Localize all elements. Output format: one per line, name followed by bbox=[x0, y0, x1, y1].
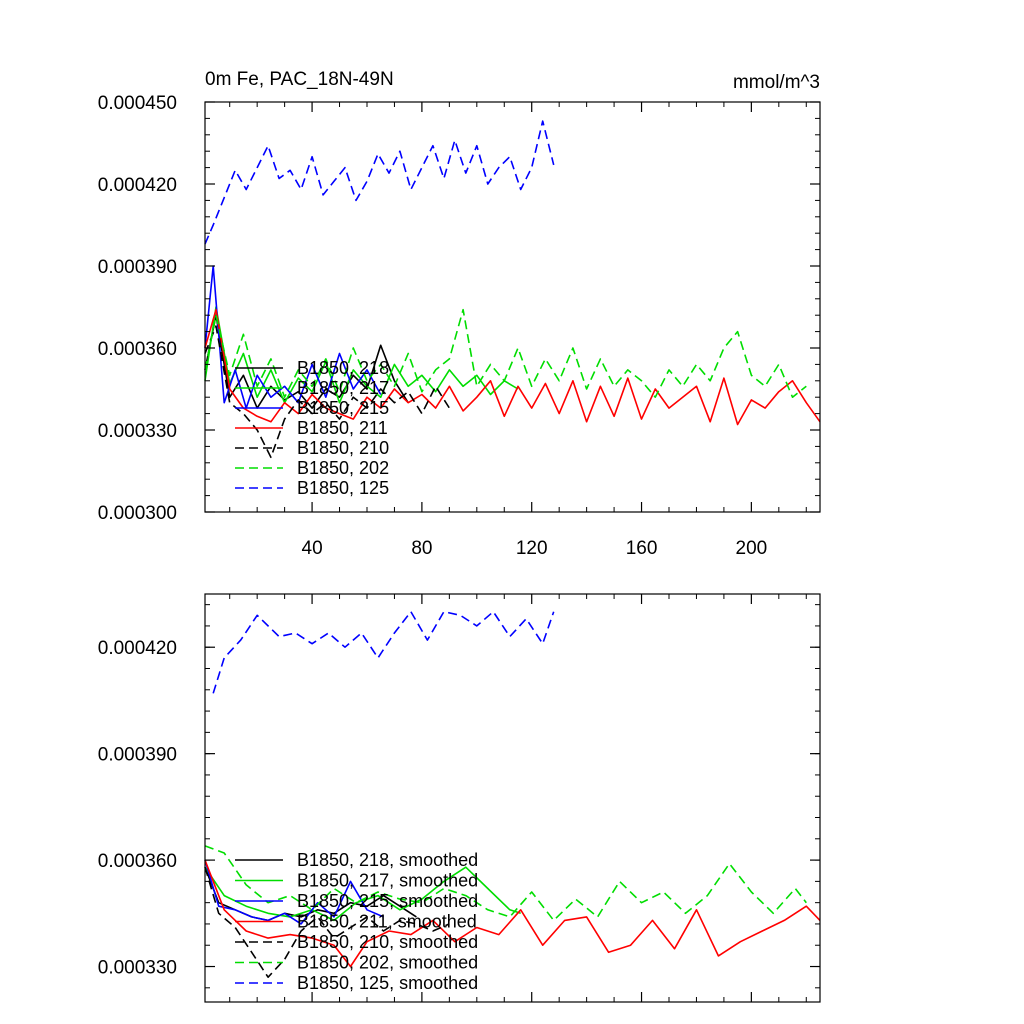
units-label: mmol/m^3 bbox=[733, 72, 820, 93]
series-line bbox=[204, 308, 807, 399]
chart-title: 0m Fe, PAC_18N-49N bbox=[205, 69, 394, 90]
axes: 0.000300 0.000330 0.000360 0.000390 0.000420… bbox=[98, 93, 821, 559]
legend-label: B1850, 218, smoothed bbox=[297, 850, 478, 870]
plot-frame bbox=[204, 593, 821, 1003]
legend-label: B1850, 211, smoothed bbox=[297, 912, 477, 932]
y-tick-label: 0.000390 bbox=[98, 257, 177, 278]
x-tick-label: 80 bbox=[411, 538, 432, 559]
series-line bbox=[204, 859, 384, 925]
series-line bbox=[204, 265, 382, 409]
series-line bbox=[204, 308, 821, 426]
legend-label: B1850, 218 bbox=[297, 358, 389, 378]
axes: 0.000330 0.000360 0.000390 0.000420 bbox=[98, 593, 821, 1003]
series-line bbox=[204, 866, 450, 979]
y-tick-label: 0.000450 bbox=[98, 93, 177, 114]
legend-label: B1850, 217, smoothed bbox=[297, 871, 478, 891]
x-tick-label: 160 bbox=[626, 538, 658, 559]
bottom-panel: 0.000330 0.000360 0.000390 0.000420 B1850, … bbox=[98, 593, 821, 1003]
legend-label: B1850, 211 bbox=[297, 418, 388, 438]
legend-label: B1850, 125, smoothed bbox=[297, 973, 478, 993]
y-tick-label: 0.000360 bbox=[98, 851, 177, 872]
plot-frame bbox=[204, 101, 821, 513]
series-line bbox=[204, 866, 521, 922]
series-line bbox=[204, 314, 409, 409]
series-lines bbox=[204, 610, 821, 979]
legend-label: B1850, 210 bbox=[297, 438, 389, 458]
y-tick-label: 0.000300 bbox=[98, 503, 177, 524]
x-tick-label: 120 bbox=[516, 538, 548, 559]
legend-label: B1850, 210, smoothed bbox=[297, 932, 478, 952]
legend-label: B1850, 125 bbox=[297, 478, 389, 498]
series-line bbox=[204, 859, 821, 968]
y-tick-label: 0.000330 bbox=[98, 958, 177, 979]
x-tick-label: 40 bbox=[302, 538, 323, 559]
series-lines bbox=[204, 120, 821, 459]
y-tick-label: 0.000390 bbox=[98, 745, 177, 766]
legend-label: B1850, 202, smoothed bbox=[297, 953, 478, 973]
legend-label: B1850, 215 bbox=[297, 398, 389, 418]
series-line bbox=[204, 120, 555, 245]
legend-label: B1850, 215, smoothed bbox=[297, 891, 478, 911]
series-line bbox=[212, 610, 555, 694]
y-tick-label: 0.000420 bbox=[98, 175, 177, 196]
y-tick-label: 0.000420 bbox=[98, 638, 177, 659]
y-tick-label: 0.000360 bbox=[98, 339, 177, 360]
y-tick-label: 0.000330 bbox=[98, 421, 177, 442]
top-panel: 0m Fe, PAC_18N-49N mmol/m^3 0.0003000.00… bbox=[98, 69, 821, 559]
series-line bbox=[204, 845, 807, 922]
legend-label: B1850, 202 bbox=[297, 458, 389, 478]
x-tick-label: 200 bbox=[736, 538, 768, 559]
legend-label: B1850, 217 bbox=[297, 378, 389, 398]
